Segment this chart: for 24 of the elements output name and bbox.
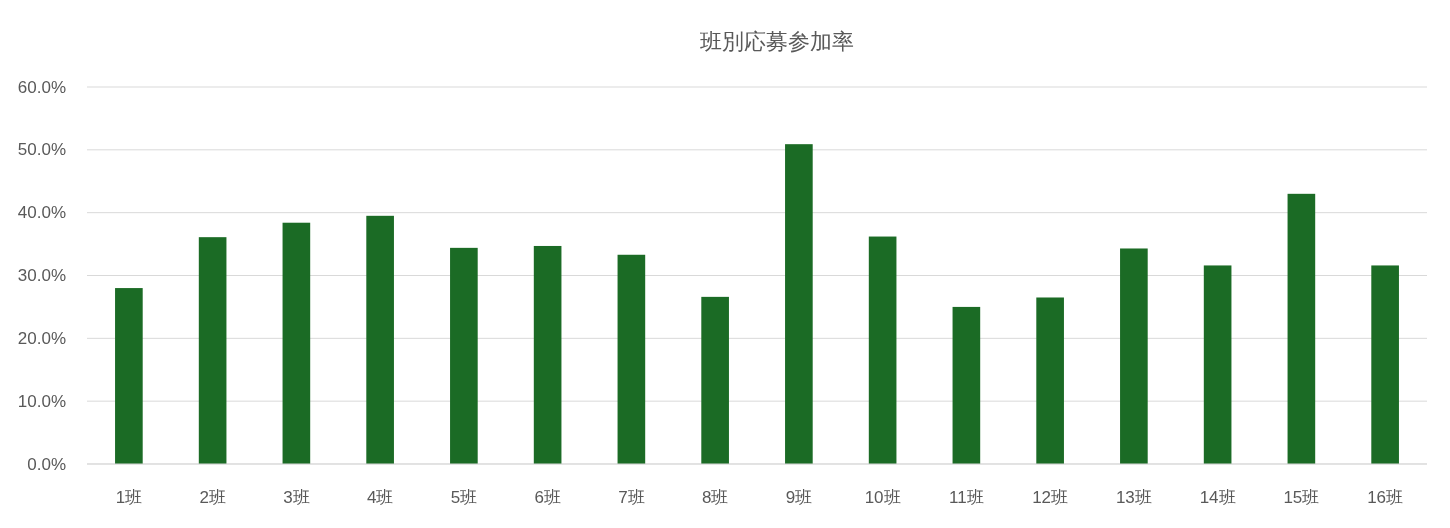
x-tick-label: 1班 bbox=[115, 487, 143, 507]
x-tick-label: 13班 bbox=[1115, 487, 1152, 507]
y-tick-label: 30.0% bbox=[17, 266, 66, 285]
y-tick-label: 40.0% bbox=[17, 203, 66, 223]
y-tick-label: 20.0% bbox=[17, 328, 66, 348]
x-tick-label: 6班 bbox=[534, 487, 561, 507]
x-tick-label: 16班 bbox=[1367, 487, 1404, 507]
x-tick-label: 12班 bbox=[1032, 487, 1069, 507]
x-tick-label: 5班 bbox=[450, 487, 478, 507]
x-tick-label: 4班 bbox=[366, 487, 394, 507]
chart-title: 班別応募参加率 bbox=[700, 28, 854, 54]
x-tick-label: 14班 bbox=[1199, 487, 1236, 507]
x-tick-label: 10班 bbox=[864, 487, 901, 507]
y-tick-label: 0.0% bbox=[27, 454, 66, 474]
x-tick-label: 8班 bbox=[701, 487, 729, 507]
y-tick-label: 50.0% bbox=[17, 140, 66, 160]
y-tick-label: 10.0% bbox=[17, 391, 66, 411]
x-tick-label: 7班 bbox=[618, 487, 645, 507]
x-tick-label: 11班 bbox=[949, 487, 984, 507]
x-tick-label: 15班 bbox=[1283, 487, 1320, 507]
x-tick-label: 3班 bbox=[283, 487, 310, 507]
x-tick-label: 9班 bbox=[785, 487, 813, 507]
y-tick-label: 60.0% bbox=[17, 77, 66, 97]
x-tick-label: 2班 bbox=[199, 487, 226, 507]
